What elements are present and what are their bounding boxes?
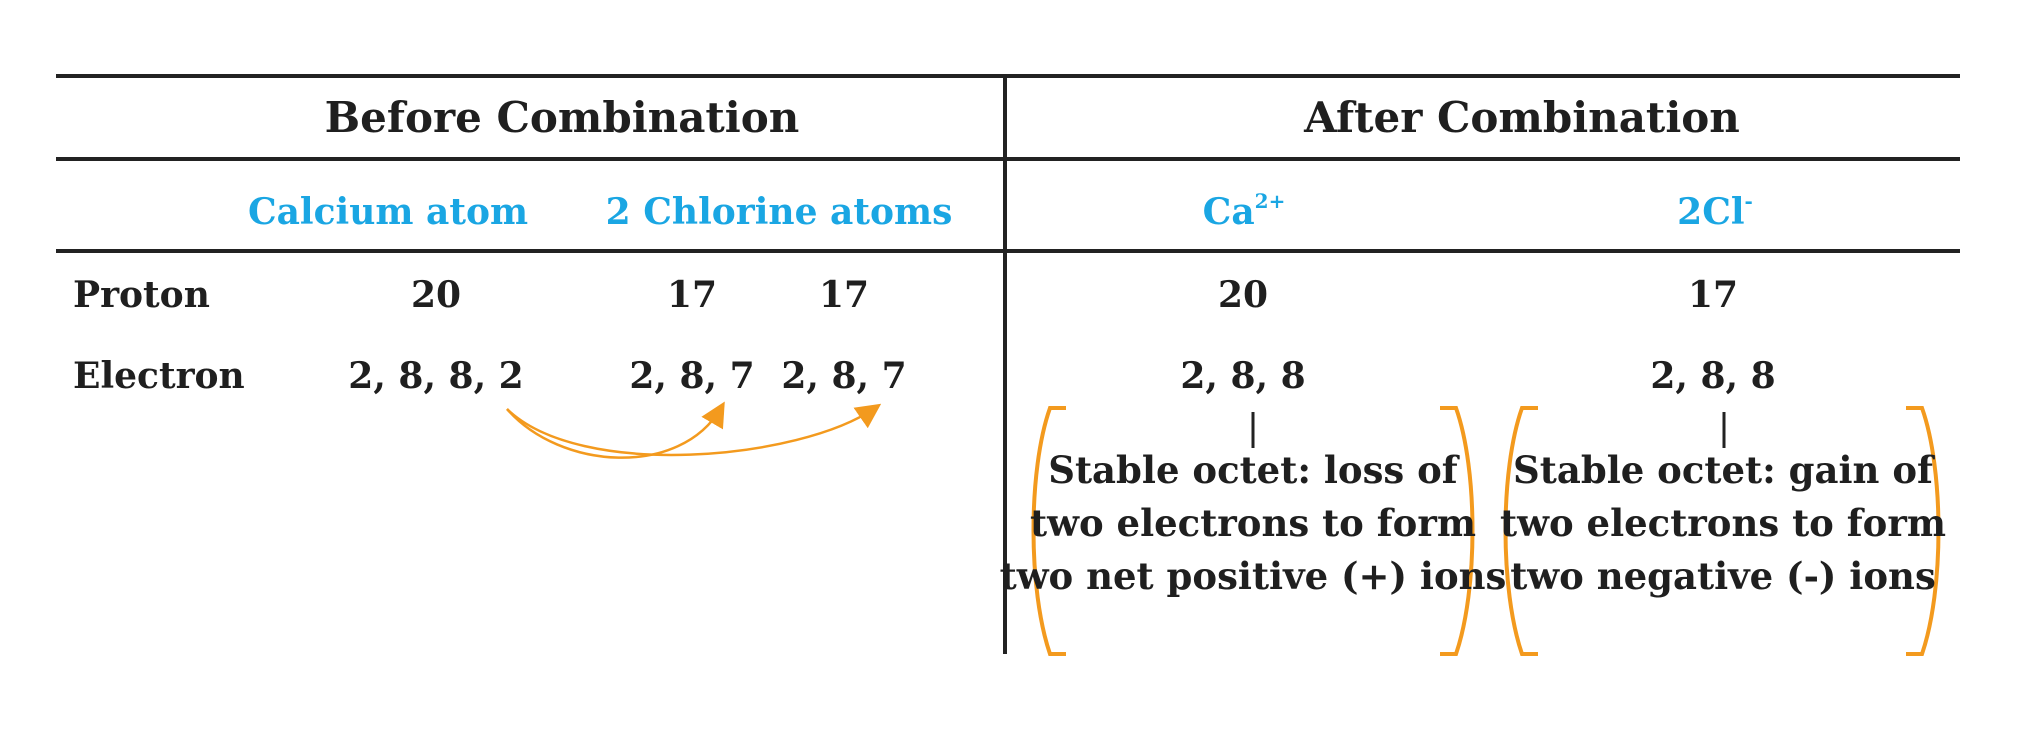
ca-ion-symbol: Ca bbox=[1202, 191, 1255, 233]
row-label-electron: Electron bbox=[73, 355, 245, 397]
electron-ca-ion: 2, 8, 8 bbox=[1180, 355, 1306, 397]
ca-note-left-bracket bbox=[1031, 406, 1066, 656]
electron-chlorine-2: 2, 8, 7 bbox=[781, 355, 907, 397]
proton-ca-ion: 20 bbox=[1217, 274, 1269, 316]
electron-calcium: 2, 8, 8, 2 bbox=[348, 355, 524, 397]
subheader-rule bbox=[56, 249, 1960, 253]
proton-calcium: 20 bbox=[410, 274, 462, 316]
cl-ion-charge: - bbox=[1744, 189, 1753, 213]
ca-ion-note: Stable octet: loss of two electrons to f… bbox=[1000, 444, 1507, 603]
subheader-chlorine-atoms: 2 Chlorine atoms bbox=[605, 191, 953, 233]
cl-note-line: two negative (-) ions bbox=[1510, 554, 1936, 598]
ca-note-line: two electrons to form bbox=[1030, 501, 1476, 545]
column-divider bbox=[1003, 74, 1007, 654]
proton-cl-ion: 17 bbox=[1687, 274, 1739, 316]
ca-note-right-bracket bbox=[1440, 406, 1475, 656]
cl-note-line: Stable octet: gain of bbox=[1513, 448, 1933, 492]
header-after: After Combination bbox=[1304, 93, 1740, 142]
electron-chlorine-1: 2, 8, 7 bbox=[629, 355, 755, 397]
subheader-cl-ion: 2Cl- bbox=[1677, 190, 1753, 234]
header-before: Before Combination bbox=[324, 93, 800, 142]
subheader-calcium-atom: Calcium atom bbox=[247, 191, 529, 233]
header-rule bbox=[56, 157, 1960, 161]
electron-cl-ion: 2, 8, 8 bbox=[1650, 355, 1776, 397]
cl-note-left-bracket bbox=[1503, 406, 1538, 656]
ca-note-line: Stable octet: loss of bbox=[1048, 448, 1458, 492]
subheader-ca-ion: Ca2+ bbox=[1203, 190, 1286, 234]
cl-note-line: two electrons to form bbox=[1500, 501, 1946, 545]
ca-note-line: two net positive (+) ions bbox=[999, 554, 1507, 598]
cl-note-right-bracket bbox=[1906, 406, 1941, 656]
row-label-proton: Proton bbox=[73, 274, 210, 316]
cl-ion-symbol: 2Cl bbox=[1677, 191, 1745, 233]
proton-chlorine-1: 17 bbox=[666, 274, 718, 316]
proton-chlorine-2: 17 bbox=[818, 274, 870, 316]
electron-transfer-arrow-1 bbox=[506, 401, 725, 459]
top-rule bbox=[56, 74, 1960, 78]
ca-ion-charge: 2+ bbox=[1254, 189, 1286, 213]
cl-ion-note: Stable octet: gain of two electrons to f… bbox=[1500, 444, 1946, 603]
electron-transfer-arrow-2 bbox=[506, 403, 882, 457]
